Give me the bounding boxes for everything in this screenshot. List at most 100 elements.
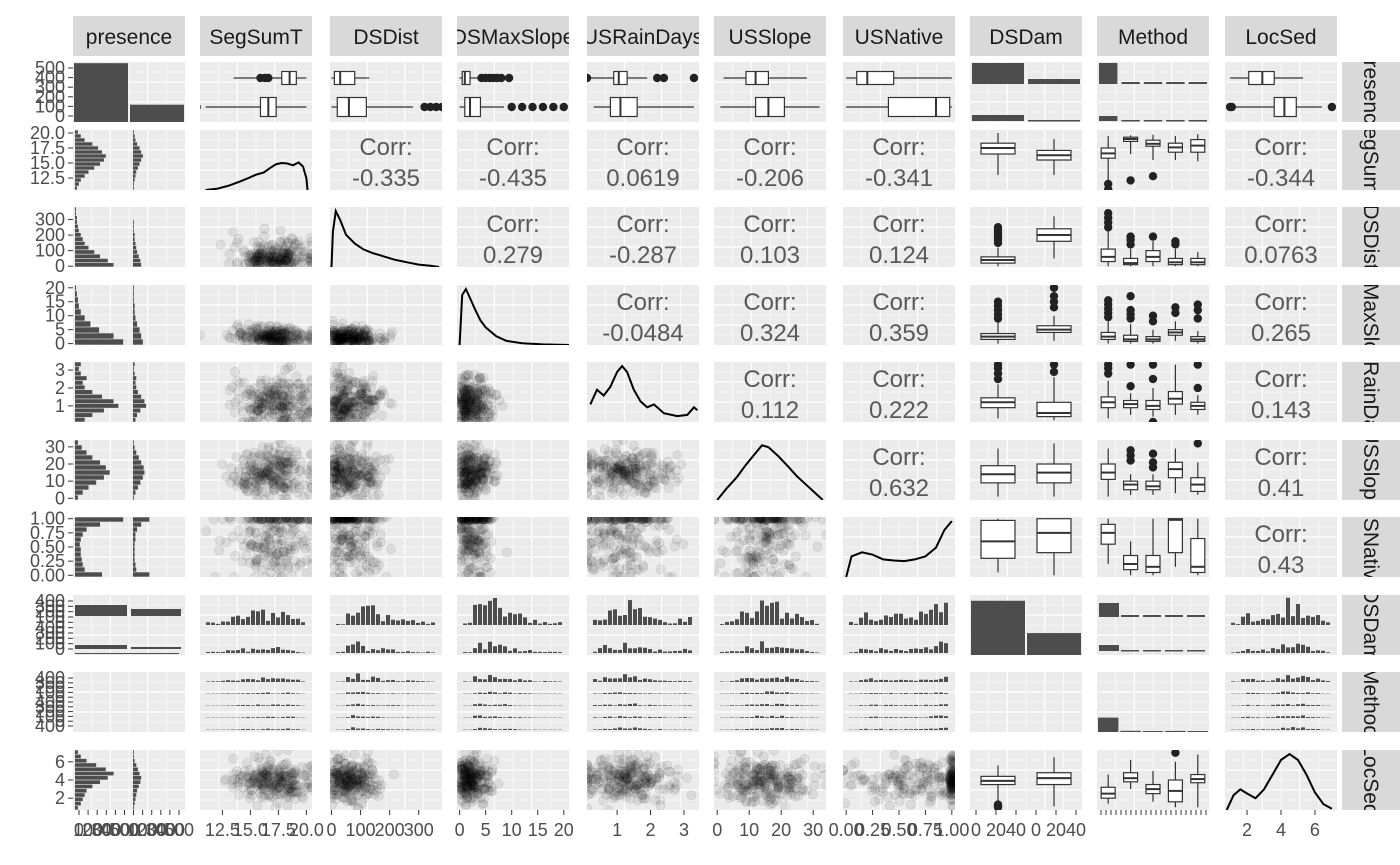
- scatter-point: [469, 391, 480, 401]
- scatter-point: [267, 329, 278, 339]
- panel-DSMaxSlope-USNative: Corr:0.359: [843, 285, 955, 345]
- facet-hist-bar: [133, 450, 137, 455]
- scatter-point: [262, 257, 272, 267]
- scatter-point: [361, 406, 371, 417]
- facet-hist-bar: [75, 517, 124, 522]
- scatter-point: [356, 336, 367, 345]
- scatter-point: [335, 322, 346, 333]
- scatter-point: [360, 332, 371, 343]
- scatter-point: [265, 330, 276, 341]
- scatter-point: [270, 483, 280, 494]
- panel-USRainDays-USNative: Corr:0.222: [843, 362, 955, 424]
- scatter-point: [339, 378, 350, 389]
- scatter-point: [241, 550, 252, 561]
- scatter-point: [296, 247, 306, 258]
- scatter-point: [472, 409, 483, 420]
- scatter-point: [785, 517, 796, 525]
- scatter-point: [358, 417, 369, 422]
- scatter-point: [471, 414, 482, 422]
- scatter-point: [334, 334, 345, 345]
- scatter-point: [252, 321, 262, 331]
- scatter-point: [615, 572, 626, 577]
- scatter-point: [464, 397, 475, 408]
- corr-value: 0.222: [869, 397, 929, 424]
- scatter-point: [336, 414, 346, 422]
- panel-SegSumT-LocSed: Corr:-0.344: [1225, 130, 1337, 190]
- scatter-point: [252, 251, 263, 261]
- scatter-point: [593, 526, 604, 537]
- panel-DSDist-SegSumT: [200, 207, 312, 267]
- boxplot-box: [333, 70, 356, 86]
- scatter-point: [266, 377, 277, 388]
- scatter-point: [256, 331, 267, 342]
- corr-label: Corr:: [359, 134, 412, 161]
- scatter-point: [279, 247, 290, 258]
- scatter-point: [222, 330, 232, 340]
- scatter-point: [297, 329, 308, 340]
- scatter-point: [348, 408, 359, 419]
- scatter-point: [464, 396, 475, 407]
- scatter-point: [601, 462, 612, 472]
- panel-USSlope-SegSumT: [200, 440, 312, 500]
- scatter-point: [468, 394, 479, 404]
- scatter-point: [276, 328, 287, 339]
- scatter-point: [266, 256, 277, 267]
- scatter-point: [282, 249, 293, 259]
- facet-hist-bar: [75, 224, 78, 229]
- density-curve-SegSumT: [205, 161, 309, 190]
- scatter-point: [292, 337, 303, 345]
- scatter-point: [457, 410, 466, 421]
- scatter-point: [457, 396, 467, 407]
- scatter-point: [285, 322, 296, 333]
- scatter-point: [259, 253, 269, 264]
- scatter-point: [228, 471, 239, 482]
- scatter-point: [286, 412, 297, 422]
- facet-hist-bar: [133, 385, 137, 390]
- scatter-point: [464, 394, 475, 405]
- scatter-point: [464, 396, 475, 407]
- scatter-point: [354, 332, 365, 343]
- scatter-point: [366, 336, 377, 345]
- scatter-point: [380, 455, 391, 465]
- scatter-point: [457, 472, 466, 482]
- scatter-point: [341, 400, 352, 411]
- scatter-point: [234, 330, 245, 341]
- scatter-point: [473, 417, 484, 422]
- scatter-point: [342, 325, 352, 336]
- scatter-point: [348, 334, 359, 345]
- scatter-point: [284, 417, 295, 422]
- scatter-point: [232, 259, 243, 267]
- scatter-point: [340, 402, 350, 413]
- scatter-point: [475, 394, 486, 404]
- scatter-point: [359, 398, 370, 409]
- corr-value: -0.341: [865, 165, 933, 192]
- boxplot-outlier: [993, 223, 1003, 232]
- scatter-point: [474, 374, 485, 384]
- scatter-point: [263, 331, 274, 342]
- scatter-point: [264, 257, 274, 267]
- scatter-point: [276, 336, 287, 345]
- scatter-point: [267, 404, 277, 415]
- scatter-point: [590, 494, 601, 500]
- scatter-point: [466, 517, 477, 522]
- panel-USSlope-USNative: Corr:0.632: [843, 440, 955, 500]
- scatter-point: [266, 329, 276, 340]
- scatter-point: [369, 401, 380, 412]
- scatter-point: [301, 417, 312, 422]
- scatter-point: [247, 333, 258, 344]
- scatter-point: [274, 395, 285, 406]
- facet-hist-bar: [133, 366, 134, 371]
- scatter-point: [250, 393, 260, 404]
- scatter-point: [301, 568, 312, 577]
- scatter-point: [348, 336, 359, 345]
- scatter-point: [332, 379, 343, 390]
- scatter-point: [266, 331, 277, 342]
- corr-value: 0.0763: [1244, 242, 1317, 269]
- scatter-point: [272, 375, 282, 386]
- scatter-point: [290, 326, 301, 337]
- scatter-point: [457, 393, 468, 404]
- scatter-point: [460, 372, 471, 383]
- scatter-point: [371, 538, 382, 548]
- scatter-point: [354, 390, 365, 400]
- facet-hist-bar: [75, 399, 114, 404]
